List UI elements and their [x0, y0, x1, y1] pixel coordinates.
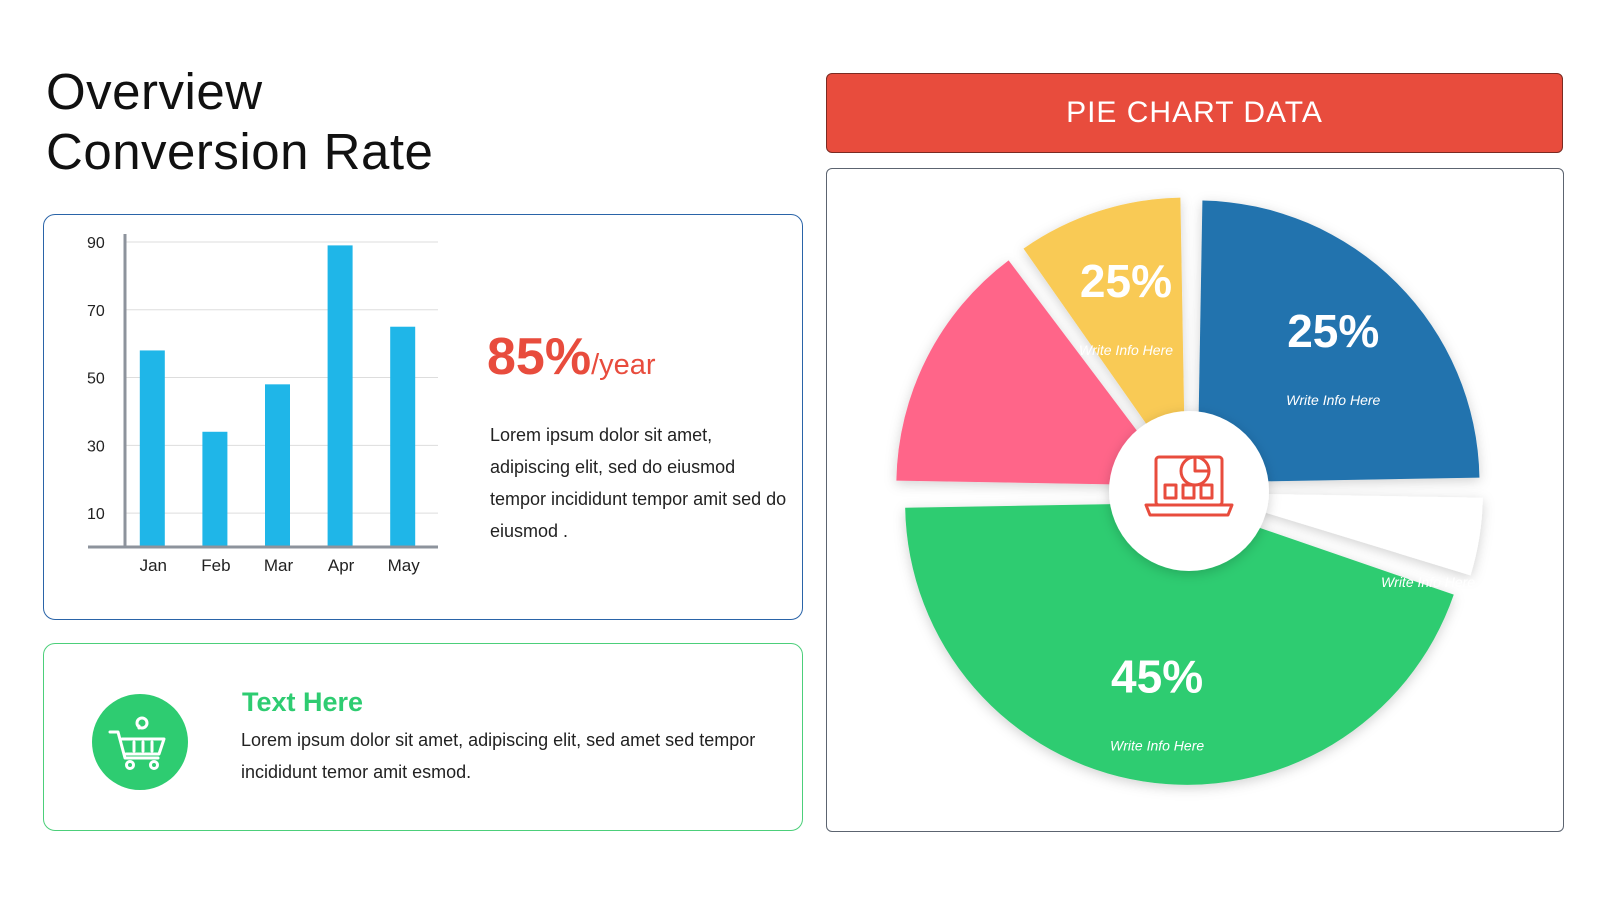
- pie-chart: 25% Write Info Here 5% Write Info Here 45% Wr…: [896, 197, 1483, 785]
- y-tick-label: 30: [87, 438, 105, 455]
- pie-slice-percent: 45%: [1111, 650, 1203, 702]
- stat-value: 85%: [487, 328, 592, 386]
- page-title: Overview Conversion Rate: [46, 62, 433, 182]
- pie-slice: [1023, 197, 1186, 480]
- shopping-cart-icon: [92, 694, 188, 790]
- pie-slice-caption: Write Info Here: [1079, 342, 1173, 358]
- pie-slice-percent: 25%: [1080, 255, 1172, 307]
- pie-slice-percent: 5%: [1395, 487, 1461, 539]
- bar: [327, 245, 353, 546]
- bar: [390, 326, 416, 546]
- x-tick-label: Mar: [264, 556, 294, 575]
- pie-slice-shape: [896, 260, 1179, 486]
- y-tick-label: 10: [87, 506, 105, 523]
- y-tick-label: 70: [87, 303, 105, 320]
- y-tick-label: 90: [87, 235, 105, 252]
- info-title: Text Here: [242, 687, 364, 717]
- bar-chart: 10 30 50 70 90 Jan Feb Mar Apr May: [87, 234, 438, 575]
- page-title-line-2: Conversion Rate: [46, 123, 434, 180]
- y-tick-label: 50: [87, 371, 105, 388]
- stat-unit: /year: [591, 349, 656, 381]
- bar-chart-card: 10 30 50 70 90 Jan Feb Mar Apr May 85%/year Lorem…: [43, 214, 803, 620]
- bar: [265, 384, 290, 546]
- info-card: Text Here Lorem ipsum dolor sit amet, ad…: [43, 643, 803, 831]
- pie-slice: [1197, 200, 1480, 483]
- pie-slice-caption: Write Info Here: [1286, 392, 1380, 408]
- conversion-stat: 85%/year: [487, 327, 656, 387]
- pie-slice-caption: Write Info Here: [1381, 574, 1475, 590]
- page-title-line-1: Overview: [46, 63, 263, 120]
- x-tick-label: Jan: [140, 556, 167, 575]
- bar: [202, 431, 228, 546]
- info-text: Lorem ipsum dolor sit amet, adipiscing e…: [241, 730, 756, 782]
- pie-slice-caption: Write Info Here: [1110, 737, 1204, 753]
- pie-chart-header: PIE CHART DATA: [826, 73, 1563, 153]
- pie-slice-shape: [1197, 200, 1480, 483]
- pie-chart-card: 25% Write Info Here 5% Write Info Here 45% Wr…: [826, 168, 1564, 832]
- bar: [139, 350, 165, 546]
- pie-center-circle: [1109, 411, 1269, 571]
- x-tick-label: Feb: [201, 556, 230, 575]
- pie-slice-shape: [1200, 492, 1483, 576]
- x-tick-label: May: [388, 556, 421, 575]
- pie-slice: [896, 260, 1179, 486]
- pie-slice-percent: 25%: [1287, 305, 1379, 357]
- pie-slice: [1200, 492, 1483, 576]
- bar-chart-description: Lorem ipsum dolor sit amet, adipiscing e…: [490, 425, 787, 541]
- pie-slice-shape: [1023, 197, 1186, 480]
- x-tick-label: Apr: [328, 556, 355, 575]
- pie-slice-shape: [905, 502, 1454, 785]
- pie-slice: [905, 502, 1454, 785]
- laptop-chart-icon: [1144, 455, 1234, 517]
